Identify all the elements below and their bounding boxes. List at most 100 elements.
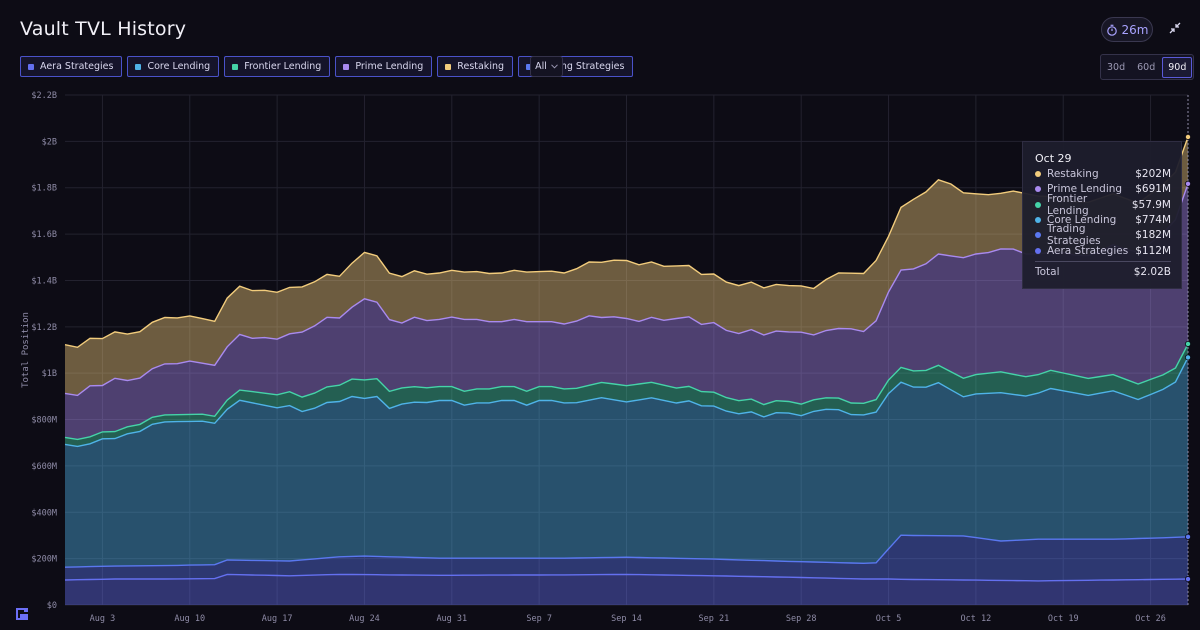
x-tick-label: Sep 7 xyxy=(526,614,552,624)
tooltip-total-label: Total xyxy=(1035,266,1060,278)
refresh-timer-button[interactable]: 26m xyxy=(1101,17,1153,42)
x-tick-label: Oct 19 xyxy=(1048,614,1079,624)
legend-chip-prime-lending[interactable]: Prime Lending xyxy=(335,56,433,77)
hover-point-restaking xyxy=(1185,133,1192,140)
tooltip-row-aera-strategies: Aera Strategies $112M xyxy=(1035,244,1171,258)
x-tick-label: Aug 24 xyxy=(349,614,380,624)
x-tick-label: Sep 28 xyxy=(786,614,817,624)
area-prime-lending xyxy=(65,183,1188,440)
legend-label: Core Lending xyxy=(147,61,211,72)
stopwatch-icon xyxy=(1106,24,1117,36)
tooltip-series-value: $57.9M xyxy=(1131,199,1171,211)
y-tick-label: $1B xyxy=(42,369,57,379)
x-tick-label: Sep 21 xyxy=(698,614,729,624)
tooltip-series-name: Trading Strategies xyxy=(1047,223,1101,247)
legend-label: Prime Lending xyxy=(355,61,424,72)
legend-chip-frontier-lending[interactable]: Frontier Lending xyxy=(224,56,331,77)
legend: Aera Strategies Core Lending Frontier Le… xyxy=(20,56,634,77)
legend-chip-aera-strategies[interactable]: Aera Strategies xyxy=(20,56,123,77)
page-title: Vault TVL History xyxy=(20,18,187,40)
area-aera-strategies xyxy=(65,574,1188,605)
y-tick-label: $1.6B xyxy=(31,230,57,240)
tooltip-row-trading-strategies: Trading Strategies $182M xyxy=(1035,223,1171,247)
hover-point-trading-strategies xyxy=(1185,533,1192,540)
tooltip-row-core-lending: Core Lending $774M xyxy=(1035,213,1171,227)
tooltip-series-name: Aera Strategies xyxy=(1047,245,1129,257)
tooltip-row-restaking: Restaking $202M xyxy=(1035,167,1171,181)
range-30d-button[interactable]: 30d xyxy=(1107,61,1126,73)
range-90d-button[interactable]: 90d xyxy=(1162,56,1193,78)
tooltip-dot xyxy=(1035,232,1041,238)
legend-chip-restaking[interactable]: Restaking xyxy=(437,56,514,77)
vault-filter-select[interactable]: All xyxy=(530,56,563,77)
y-tick-label: $1.8B xyxy=(31,184,57,194)
legend-swatch xyxy=(28,63,34,70)
tooltip-series-value: $691M xyxy=(1135,183,1171,195)
y-axis-label: Total Position xyxy=(21,312,31,388)
y-tick-label: $2B xyxy=(42,137,57,147)
refresh-timer-label: 26m xyxy=(1121,22,1149,37)
tooltip-series-value: $182M xyxy=(1135,229,1171,241)
time-range-selector: 30d 60d 90d xyxy=(1100,54,1195,80)
line-aera-strategies xyxy=(64,573,1189,582)
area-restaking xyxy=(65,137,1188,396)
tooltip-date: Oct 29 xyxy=(1035,152,1072,165)
x-tick-label: Aug 3 xyxy=(90,614,116,624)
x-tick-label: Oct 12 xyxy=(961,614,992,624)
tooltip-series-value: $774M xyxy=(1135,214,1171,226)
x-tick-label: Sep 14 xyxy=(611,614,642,624)
legend-label: Trading Strategies xyxy=(538,61,625,72)
area-core-lending xyxy=(65,357,1188,568)
tooltip-series-name: Restaking xyxy=(1047,168,1099,180)
tooltip-total-value: $2.02B xyxy=(1133,266,1171,278)
chevron-down-icon xyxy=(551,64,558,69)
legend-swatch xyxy=(135,63,142,70)
line-core-lending xyxy=(64,357,1189,448)
tooltip-series-value: $112M xyxy=(1135,245,1171,257)
line-restaking xyxy=(64,136,1189,349)
y-tick-label: $400M xyxy=(31,508,57,518)
brand-logo-icon xyxy=(16,608,28,620)
legend-label: Restaking xyxy=(457,61,505,72)
collapse-arrows-icon xyxy=(1169,22,1181,34)
y-tick-label: $200M xyxy=(31,555,57,565)
tooltip-dot xyxy=(1035,186,1041,192)
area-trading-strategies xyxy=(65,535,1188,581)
legend-swatch xyxy=(445,63,452,70)
x-tick-label: Aug 10 xyxy=(174,614,205,624)
x-tick-label: Oct 5 xyxy=(876,614,902,624)
legend-label: Frontier Lending xyxy=(244,61,322,72)
x-tick-label: Aug 17 xyxy=(262,614,293,624)
tooltip-row-frontier-lending: Frontier Lending $57.9M xyxy=(1035,193,1171,217)
hover-point-aera-strategies xyxy=(1185,576,1192,583)
tooltip-series-value: $202M xyxy=(1135,168,1171,180)
x-tick-label: Aug 31 xyxy=(436,614,467,624)
tooltip-series-name: Frontier Lending xyxy=(1047,193,1089,217)
hover-point-core-lending xyxy=(1185,354,1192,361)
vault-filter-value: All xyxy=(535,61,547,72)
legend-swatch xyxy=(526,63,533,70)
y-tick-label: $0 xyxy=(47,601,57,611)
y-tick-label: $600M xyxy=(31,462,57,472)
hover-point-frontier-lending xyxy=(1185,340,1192,347)
line-prime-lending xyxy=(64,183,1189,397)
tooltip-row-prime-lending: Prime Lending $691M xyxy=(1035,182,1171,196)
chart-tooltip: Oct 29 Restaking $202M Prime Lending $69… xyxy=(1022,141,1182,289)
y-tick-label: $2.2B xyxy=(31,91,57,101)
tooltip-dot xyxy=(1035,217,1041,223)
y-tick-label: $1.4B xyxy=(31,276,57,286)
legend-swatch xyxy=(232,63,239,70)
legend-chip-core-lending[interactable]: Core Lending xyxy=(127,56,220,77)
legend-swatch xyxy=(343,63,350,70)
x-tick-label: Oct 26 xyxy=(1135,614,1166,624)
line-trading-strategies xyxy=(64,534,1189,568)
y-tick-label: $1.2B xyxy=(31,323,57,333)
tooltip-divider xyxy=(1035,261,1171,262)
collapse-button[interactable] xyxy=(1164,17,1186,39)
line-frontier-lending xyxy=(64,343,1189,441)
legend-label: Aera Strategies xyxy=(40,61,114,72)
range-60d-button[interactable]: 60d xyxy=(1137,61,1156,73)
tooltip-dot xyxy=(1035,248,1041,254)
tooltip-total-row: Total $2.02B xyxy=(1035,266,1171,278)
